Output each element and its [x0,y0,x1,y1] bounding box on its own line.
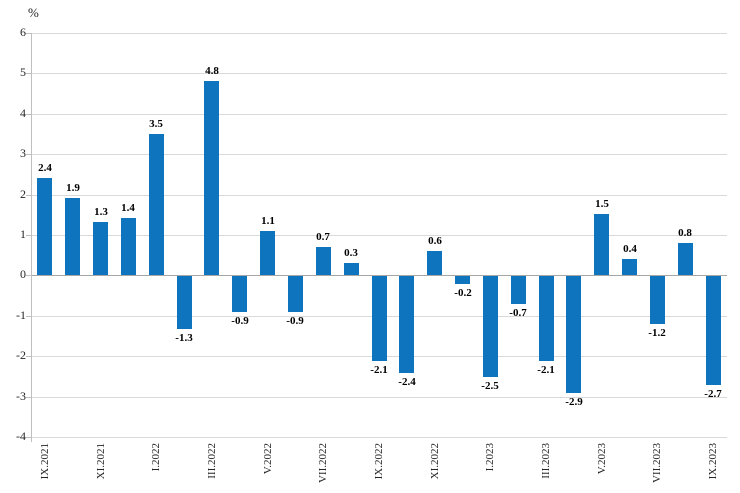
bar-value-label: 1.4 [121,202,135,214]
bar [650,276,665,324]
bar-value-label: -2.1 [537,364,555,376]
bar-value-label: -0.7 [509,307,527,319]
y-tick-label: -1 [16,308,26,322]
y-tick-label: 2 [20,187,26,201]
bar [204,81,219,275]
y-tick-label: -4 [16,429,26,443]
x-tick-label: IX.2021 [39,443,51,480]
gridline [31,73,727,74]
y-tick-label: 5 [20,65,26,79]
x-tick-label: I.2023 [484,443,496,472]
bar [288,276,303,312]
bar [539,276,554,361]
bar [121,218,136,275]
x-tick-label: III.2022 [206,443,218,479]
bar-value-label: 1.9 [66,182,80,194]
zero-gridline [31,275,727,276]
bar [706,276,721,385]
bar [344,263,359,275]
y-axis-tick [26,154,31,155]
x-tick-label: V.2023 [596,443,608,475]
x-tick-label: IX.2022 [373,443,385,480]
x-tick-label: V.2022 [262,443,274,475]
y-axis-line [31,33,32,442]
bar-value-label: 4.8 [205,65,219,77]
bar-value-label: -2.9 [565,396,583,408]
y-tick-label: 1 [20,227,26,241]
bar [483,276,498,377]
x-tick-label: III.2023 [540,443,552,479]
bar-value-label: 1.3 [94,206,108,218]
bar [399,276,414,373]
x-tick-label: XI.2022 [429,443,441,480]
bar [93,222,108,275]
y-tick-label: 6 [20,25,26,39]
bar-value-label: 0.4 [623,243,637,255]
gridline [31,33,727,34]
y-tick-label: 3 [20,146,26,160]
y-axis-tick [26,437,31,438]
gridline [31,235,727,236]
y-axis-tick [26,195,31,196]
bar-value-label: 0.7 [316,231,330,243]
bar [622,259,637,275]
bar [232,276,247,312]
bar-value-label: 0.8 [678,227,692,239]
bar [260,231,275,275]
bar [427,251,442,275]
y-tick-label: -3 [16,389,26,403]
bar [65,198,80,275]
y-axis-tick [26,235,31,236]
bar [372,276,387,361]
bar-value-label: 2.4 [38,162,52,174]
gridline [31,114,727,115]
y-axis-tick [26,114,31,115]
bar-value-label: 3.5 [149,118,163,130]
y-tick-label: 0 [20,267,26,281]
bar-value-label: -0.9 [231,315,249,327]
bar [149,134,164,275]
y-axis-tick [26,33,31,34]
gridline [31,154,727,155]
gridline [31,195,727,196]
x-tick-label: VII.2023 [651,443,663,484]
y-tick-label: -2 [16,348,26,362]
bar [678,243,693,275]
bar [177,276,192,329]
bar-value-label: -0.2 [454,287,472,299]
bar-value-label: 0.3 [344,247,358,259]
bar [594,214,609,275]
gridline [31,397,727,398]
bar-value-label: -0.9 [286,315,304,327]
y-axis-tick [26,275,31,276]
bar [316,247,331,275]
y-tick-label: 4 [20,106,26,120]
x-tick-label: XI.2021 [95,443,107,480]
x-tick-label: IX.2023 [707,443,719,480]
bar-value-label: 0.6 [428,235,442,247]
y-axis-tick [26,73,31,74]
bar-value-label: -1.3 [175,332,193,344]
bar [566,276,581,393]
y-axis-tick [26,356,31,357]
bar-value-label: -2.5 [481,380,499,392]
bar-value-label: -2.7 [704,388,722,400]
bar [511,276,526,304]
bar [455,276,470,284]
y-axis-unit-label: % [28,5,39,20]
gridline [31,437,727,438]
x-tick-label: I.2022 [150,443,162,472]
bar-value-label: -2.1 [370,364,388,376]
bar-value-label: -1.2 [648,327,666,339]
y-axis-tick [26,316,31,317]
bar-value-label: 1.1 [261,215,275,227]
x-tick-label: VII.2022 [317,443,329,484]
bar [37,178,52,275]
y-axis-tick [26,397,31,398]
bar-value-label: 1.5 [595,198,609,210]
bar-value-label: -2.4 [398,376,416,388]
